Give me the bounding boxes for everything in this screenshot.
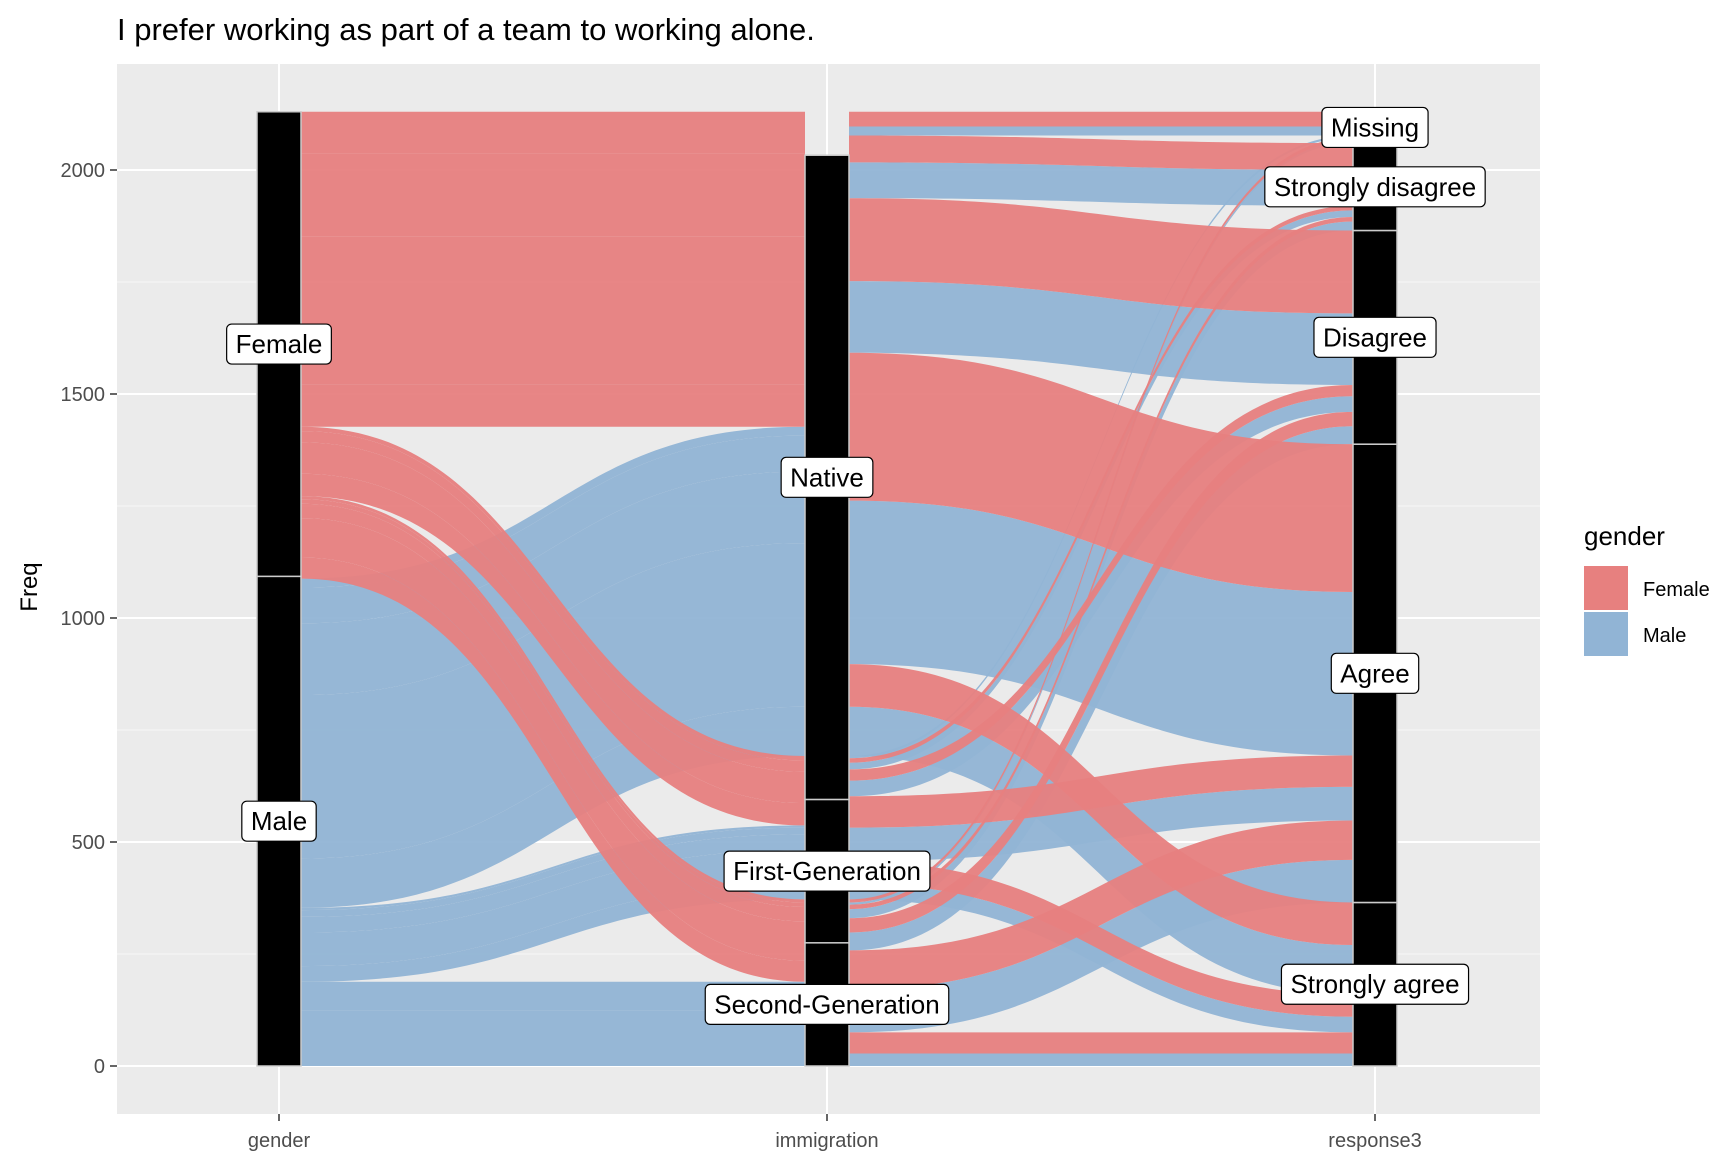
legend: gender Female Male — [1584, 521, 1710, 656]
stratum-label-box — [704, 983, 950, 1026]
x-tick-label-immigration: immigration — [775, 1130, 878, 1152]
flow-ribbon-male-native-disagree — [301, 471, 805, 696]
stratum-label-second-generation: Second-Generation — [704, 983, 950, 1026]
flow-ribbon-female-native-agree — [849, 352, 1353, 593]
flow-ribbon-female-native-strongly-disagree — [849, 135, 1353, 170]
stratum-label-male: Male — [241, 800, 317, 842]
stratum-label-text: First-Generation — [733, 856, 921, 886]
y-axis-label: Freq — [16, 562, 43, 611]
flow-ribbon-female-native-agree — [301, 236, 805, 385]
stratum-label-text: Missing — [1331, 112, 1419, 142]
y-tick-label: 0 — [94, 1056, 105, 1078]
stratum-label-text: Agree — [1340, 658, 1409, 688]
flow-ribbon-male-second-generation-strongly-disagree — [849, 221, 1353, 919]
stratum-label-box — [241, 800, 317, 842]
y-axis: 0 500 1000 1500 2000 — [61, 160, 117, 1078]
flow-ribbon-male-native-strongly-agree — [849, 706, 1353, 995]
stratum-label-strongly-agree: Strongly agree — [1280, 963, 1470, 1005]
flow-ribbon-male-second-generation-agree — [301, 1010, 805, 1054]
flow-ribbon-male-second-generation-disagree — [849, 426, 1353, 951]
y-tick-label: 2000 — [61, 160, 106, 182]
legend-swatch-female — [1584, 566, 1628, 610]
legend-title: gender — [1584, 521, 1665, 551]
flow-ribbon-female-second-generation-missing — [849, 137, 1353, 903]
flow-ribbon-male-first-generation-disagree — [301, 834, 805, 933]
y-tick-label: 1500 — [61, 384, 106, 406]
flow-ribbon-male-second-generation-strongly-disagree — [301, 984, 805, 993]
flow-ribbon-male-first-generation-missing — [301, 825, 805, 911]
flow-ribbon-female-first-generation-strongly-agree — [301, 473, 805, 826]
stratum-label-disagree: Disagree — [1313, 316, 1437, 358]
legend-label-female: Female — [1643, 579, 1710, 601]
stratum-label-box — [1264, 166, 1486, 208]
flow-ribbon-female-second-generation-strongly-disagree — [849, 217, 1353, 910]
y-tick-label: 500 — [72, 832, 105, 854]
stratum-label-text: Female — [236, 329, 323, 359]
stratum-label-box — [1313, 316, 1437, 358]
flow-ribbon-female-first-generation-disagree — [849, 385, 1353, 781]
stratum-label-female: Female — [226, 323, 332, 365]
stratum-label-text: Strongly disagree — [1274, 172, 1476, 202]
flow-ribbon-female-second-generation-agree — [301, 518, 805, 961]
flow-ribbon-male-native-strongly-disagree — [849, 162, 1353, 206]
stratum-label-native: Native — [780, 456, 874, 498]
flow-ribbon-female-first-generation-agree — [849, 755, 1353, 828]
stratum-label-text: Male — [251, 806, 307, 836]
stratum-label-agree: Agree — [1330, 652, 1420, 694]
flow-ribbon-female-first-generation-agree — [301, 442, 805, 804]
flow-ribbon-female-native-missing — [301, 111, 805, 127]
flow-ribbon-male-first-generation-strongly-disagree — [301, 827, 805, 917]
flow-ribbon-female-first-generation-strongly-agree — [849, 861, 1353, 1017]
x-axis: gender immigration response3 — [248, 1114, 1422, 1152]
x-tick-label-gender: gender — [248, 1130, 311, 1152]
legend-swatch-male — [1584, 612, 1628, 656]
flows — [301, 111, 1353, 1066]
flow-ribbon-female-native-disagree — [301, 153, 805, 237]
flow-ribbon-male-second-generation-strongly-agree — [849, 1053, 1353, 1066]
flow-ribbon-female-second-generation-strongly-agree — [849, 1032, 1353, 1054]
chart-title: I prefer working as part of a team to wo… — [117, 12, 815, 47]
stratum-label-text: Native — [790, 462, 864, 492]
flow-ribbon-male-first-generation-disagree — [849, 396, 1353, 797]
flow-ribbon-female-first-generation-strongly-disagree — [301, 426, 805, 761]
flow-ribbon-female-second-generation-disagree — [849, 411, 1353, 933]
flow-ribbon-female-second-generation-strongly-disagree — [301, 499, 805, 907]
stratum-label-box — [780, 456, 874, 498]
y-tick-label: 1000 — [61, 608, 106, 630]
flow-ribbon-male-second-generation-missing — [301, 981, 805, 985]
stratum-label-box — [226, 323, 332, 365]
stratum-label-missing: Missing — [1321, 106, 1429, 149]
legend-label-male: Male — [1643, 625, 1686, 647]
stratum-label-box — [723, 850, 931, 892]
flow-ribbon-male-second-generation-disagree — [301, 992, 805, 1011]
flow-ribbon-male-native-missing — [849, 126, 1353, 136]
flow-ribbon-female-native-strongly-agree — [301, 384, 805, 427]
flow-ribbon-male-native-missing — [301, 426, 805, 588]
stratum-label-box — [1321, 106, 1429, 149]
flow-ribbon-female-first-generation-strongly-disagree — [849, 205, 1353, 763]
x-tick-label-response3: response3 — [1328, 1130, 1421, 1152]
stratum-label-text: Disagree — [1323, 322, 1427, 352]
flow-ribbon-female-native-disagree — [849, 198, 1353, 314]
flow-ribbon-female-second-generation-disagree — [301, 503, 805, 922]
flow-ribbon-male-first-generation-strongly-agree — [301, 883, 805, 982]
flow-ribbon-female-second-generation-agree — [849, 820, 1353, 990]
stratum-label-first-generation: First-Generation — [723, 850, 931, 892]
stratum-label-strongly-disagree: Strongly disagree — [1264, 166, 1486, 208]
flow-ribbon-female-native-missing — [849, 111, 1353, 127]
flow-ribbon-female-native-strongly-disagree — [301, 126, 805, 154]
stratum-label-box — [1280, 963, 1470, 1005]
flow-ribbon-female-first-generation-disagree — [301, 431, 805, 772]
stratum-label-text: Second-Generation — [714, 989, 939, 1019]
flow-ribbon-male-second-generation-strongly-agree — [301, 1053, 805, 1066]
stratum-label-text: Strongly agree — [1290, 969, 1459, 999]
stratum-label-box — [1330, 652, 1420, 694]
flow-ribbon-male-native-agree — [849, 500, 1353, 756]
flow-ribbon-male-native-disagree — [849, 281, 1353, 386]
node-labels: Male Female Second-Generation First-Generat… — [226, 106, 1486, 1026]
flow-ribbon-female-second-generation-strongly-agree — [301, 557, 805, 982]
flow-ribbon-female-second-generation-missing — [301, 496, 805, 903]
